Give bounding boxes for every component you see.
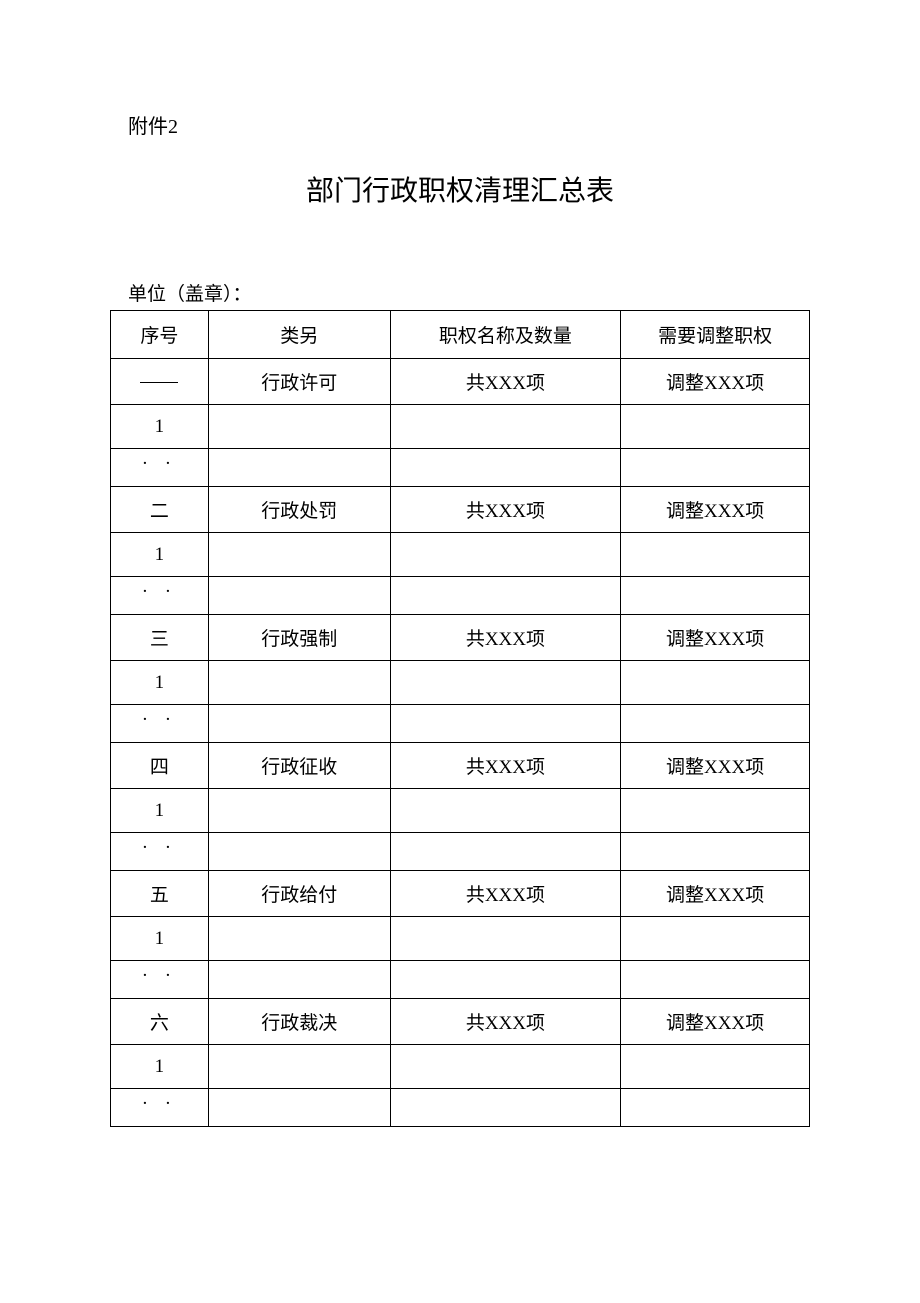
sub-index: 1 (111, 1045, 209, 1089)
empty-cell (390, 1045, 621, 1089)
category-count-5: 共XXX项 (390, 871, 621, 917)
category-adjust-5: 调整XXX项 (621, 871, 810, 917)
category-adjust-3: 调整XXX项 (621, 615, 810, 661)
empty-cell (390, 705, 621, 743)
sub-row-2: 1 (111, 533, 810, 577)
sub-index: 1 (111, 789, 209, 833)
category-name-3: 行政强制 (208, 615, 390, 661)
empty-cell (390, 661, 621, 705)
empty-cell (390, 961, 621, 999)
dots-cell: · · (111, 1089, 209, 1127)
empty-cell (208, 577, 390, 615)
empty-cell (621, 789, 810, 833)
header-adjust: 需要调整职权 (621, 311, 810, 359)
empty-cell (390, 789, 621, 833)
category-row-5: 五 行政给付 共XXX项 调整XXX项 (111, 871, 810, 917)
sub-row-3: 1 (111, 661, 810, 705)
category-adjust-1: 调整XXX项 (621, 359, 810, 405)
category-count-6: 共XXX项 (390, 999, 621, 1045)
category-name-6: 行政裁决 (208, 999, 390, 1045)
sub-row-1: 1 (111, 405, 810, 449)
category-count-2: 共XXX项 (390, 487, 621, 533)
category-index-2: 二 (111, 487, 209, 533)
empty-cell (621, 577, 810, 615)
dots-row-6: · · (111, 1089, 810, 1127)
header-category: 类另 (208, 311, 390, 359)
empty-cell (208, 789, 390, 833)
empty-cell (621, 1045, 810, 1089)
category-row-3: 三 行政强制 共XXX项 调整XXX项 (111, 615, 810, 661)
empty-cell (621, 661, 810, 705)
category-name-5: 行政给付 (208, 871, 390, 917)
category-count-4: 共XXX项 (390, 743, 621, 789)
category-index-3: 三 (111, 615, 209, 661)
dots-cell: · · (111, 449, 209, 487)
category-row-1: 行政许可 共XXX项 调整XXX项 (111, 359, 810, 405)
category-name-1: 行政许可 (208, 359, 390, 405)
dots-row-3: · · (111, 705, 810, 743)
empty-cell (208, 533, 390, 577)
empty-cell (621, 1089, 810, 1127)
empty-cell (621, 405, 810, 449)
table-header-row: 序号 类另 职权名称及数量 需要调整职权 (111, 311, 810, 359)
empty-cell (621, 705, 810, 743)
category-name-2: 行政处罚 (208, 487, 390, 533)
category-index-4: 四 (111, 743, 209, 789)
attachment-label: 附件2 (128, 110, 810, 139)
dots-cell: · · (111, 577, 209, 615)
unit-stamp-label: 单位（盖章）： (128, 279, 810, 306)
category-adjust-2: 调整XXX项 (621, 487, 810, 533)
empty-cell (208, 449, 390, 487)
empty-cell (390, 405, 621, 449)
category-row-4: 四 行政征收 共XXX项 调整XXX项 (111, 743, 810, 789)
empty-cell (390, 1089, 621, 1127)
empty-cell (621, 961, 810, 999)
sub-index: 1 (111, 917, 209, 961)
authority-summary-table: 序号 类另 职权名称及数量 需要调整职权 行政许可 共XXX项 调整XXX项 1… (110, 310, 810, 1127)
sub-index: 1 (111, 405, 209, 449)
empty-cell (621, 533, 810, 577)
category-adjust-6: 调整XXX项 (621, 999, 810, 1045)
empty-cell (208, 661, 390, 705)
dots-cell: · · (111, 833, 209, 871)
empty-cell (208, 1045, 390, 1089)
empty-cell (390, 833, 621, 871)
category-row-2: 二 行政处罚 共XXX项 调整XXX项 (111, 487, 810, 533)
header-index: 序号 (111, 311, 209, 359)
category-index-1 (111, 359, 209, 405)
category-index-6: 六 (111, 999, 209, 1045)
empty-cell (621, 917, 810, 961)
dots-cell: · · (111, 961, 209, 999)
header-count: 职权名称及数量 (390, 311, 621, 359)
empty-cell (208, 1089, 390, 1127)
category-index-5: 五 (111, 871, 209, 917)
empty-cell (390, 577, 621, 615)
category-count-3: 共XXX项 (390, 615, 621, 661)
empty-cell (621, 449, 810, 487)
empty-cell (390, 917, 621, 961)
category-adjust-4: 调整XXX项 (621, 743, 810, 789)
dots-cell: · · (111, 705, 209, 743)
empty-cell (390, 533, 621, 577)
category-count-1: 共XXX项 (390, 359, 621, 405)
category-row-6: 六 行政裁决 共XXX项 调整XXX项 (111, 999, 810, 1045)
dots-row-4: · · (111, 833, 810, 871)
sub-row-6: 1 (111, 1045, 810, 1089)
sub-row-5: 1 (111, 917, 810, 961)
empty-cell (208, 405, 390, 449)
empty-cell (621, 833, 810, 871)
sub-index: 1 (111, 661, 209, 705)
page-title: 部门行政职权清理汇总表 (110, 169, 810, 209)
sub-row-4: 1 (111, 789, 810, 833)
dots-row-5: · · (111, 961, 810, 999)
empty-cell (208, 961, 390, 999)
empty-cell (390, 449, 621, 487)
dots-row-1: · · (111, 449, 810, 487)
empty-cell (208, 833, 390, 871)
dots-row-2: · · (111, 577, 810, 615)
empty-cell (208, 705, 390, 743)
category-name-4: 行政征收 (208, 743, 390, 789)
empty-cell (208, 917, 390, 961)
sub-index: 1 (111, 533, 209, 577)
